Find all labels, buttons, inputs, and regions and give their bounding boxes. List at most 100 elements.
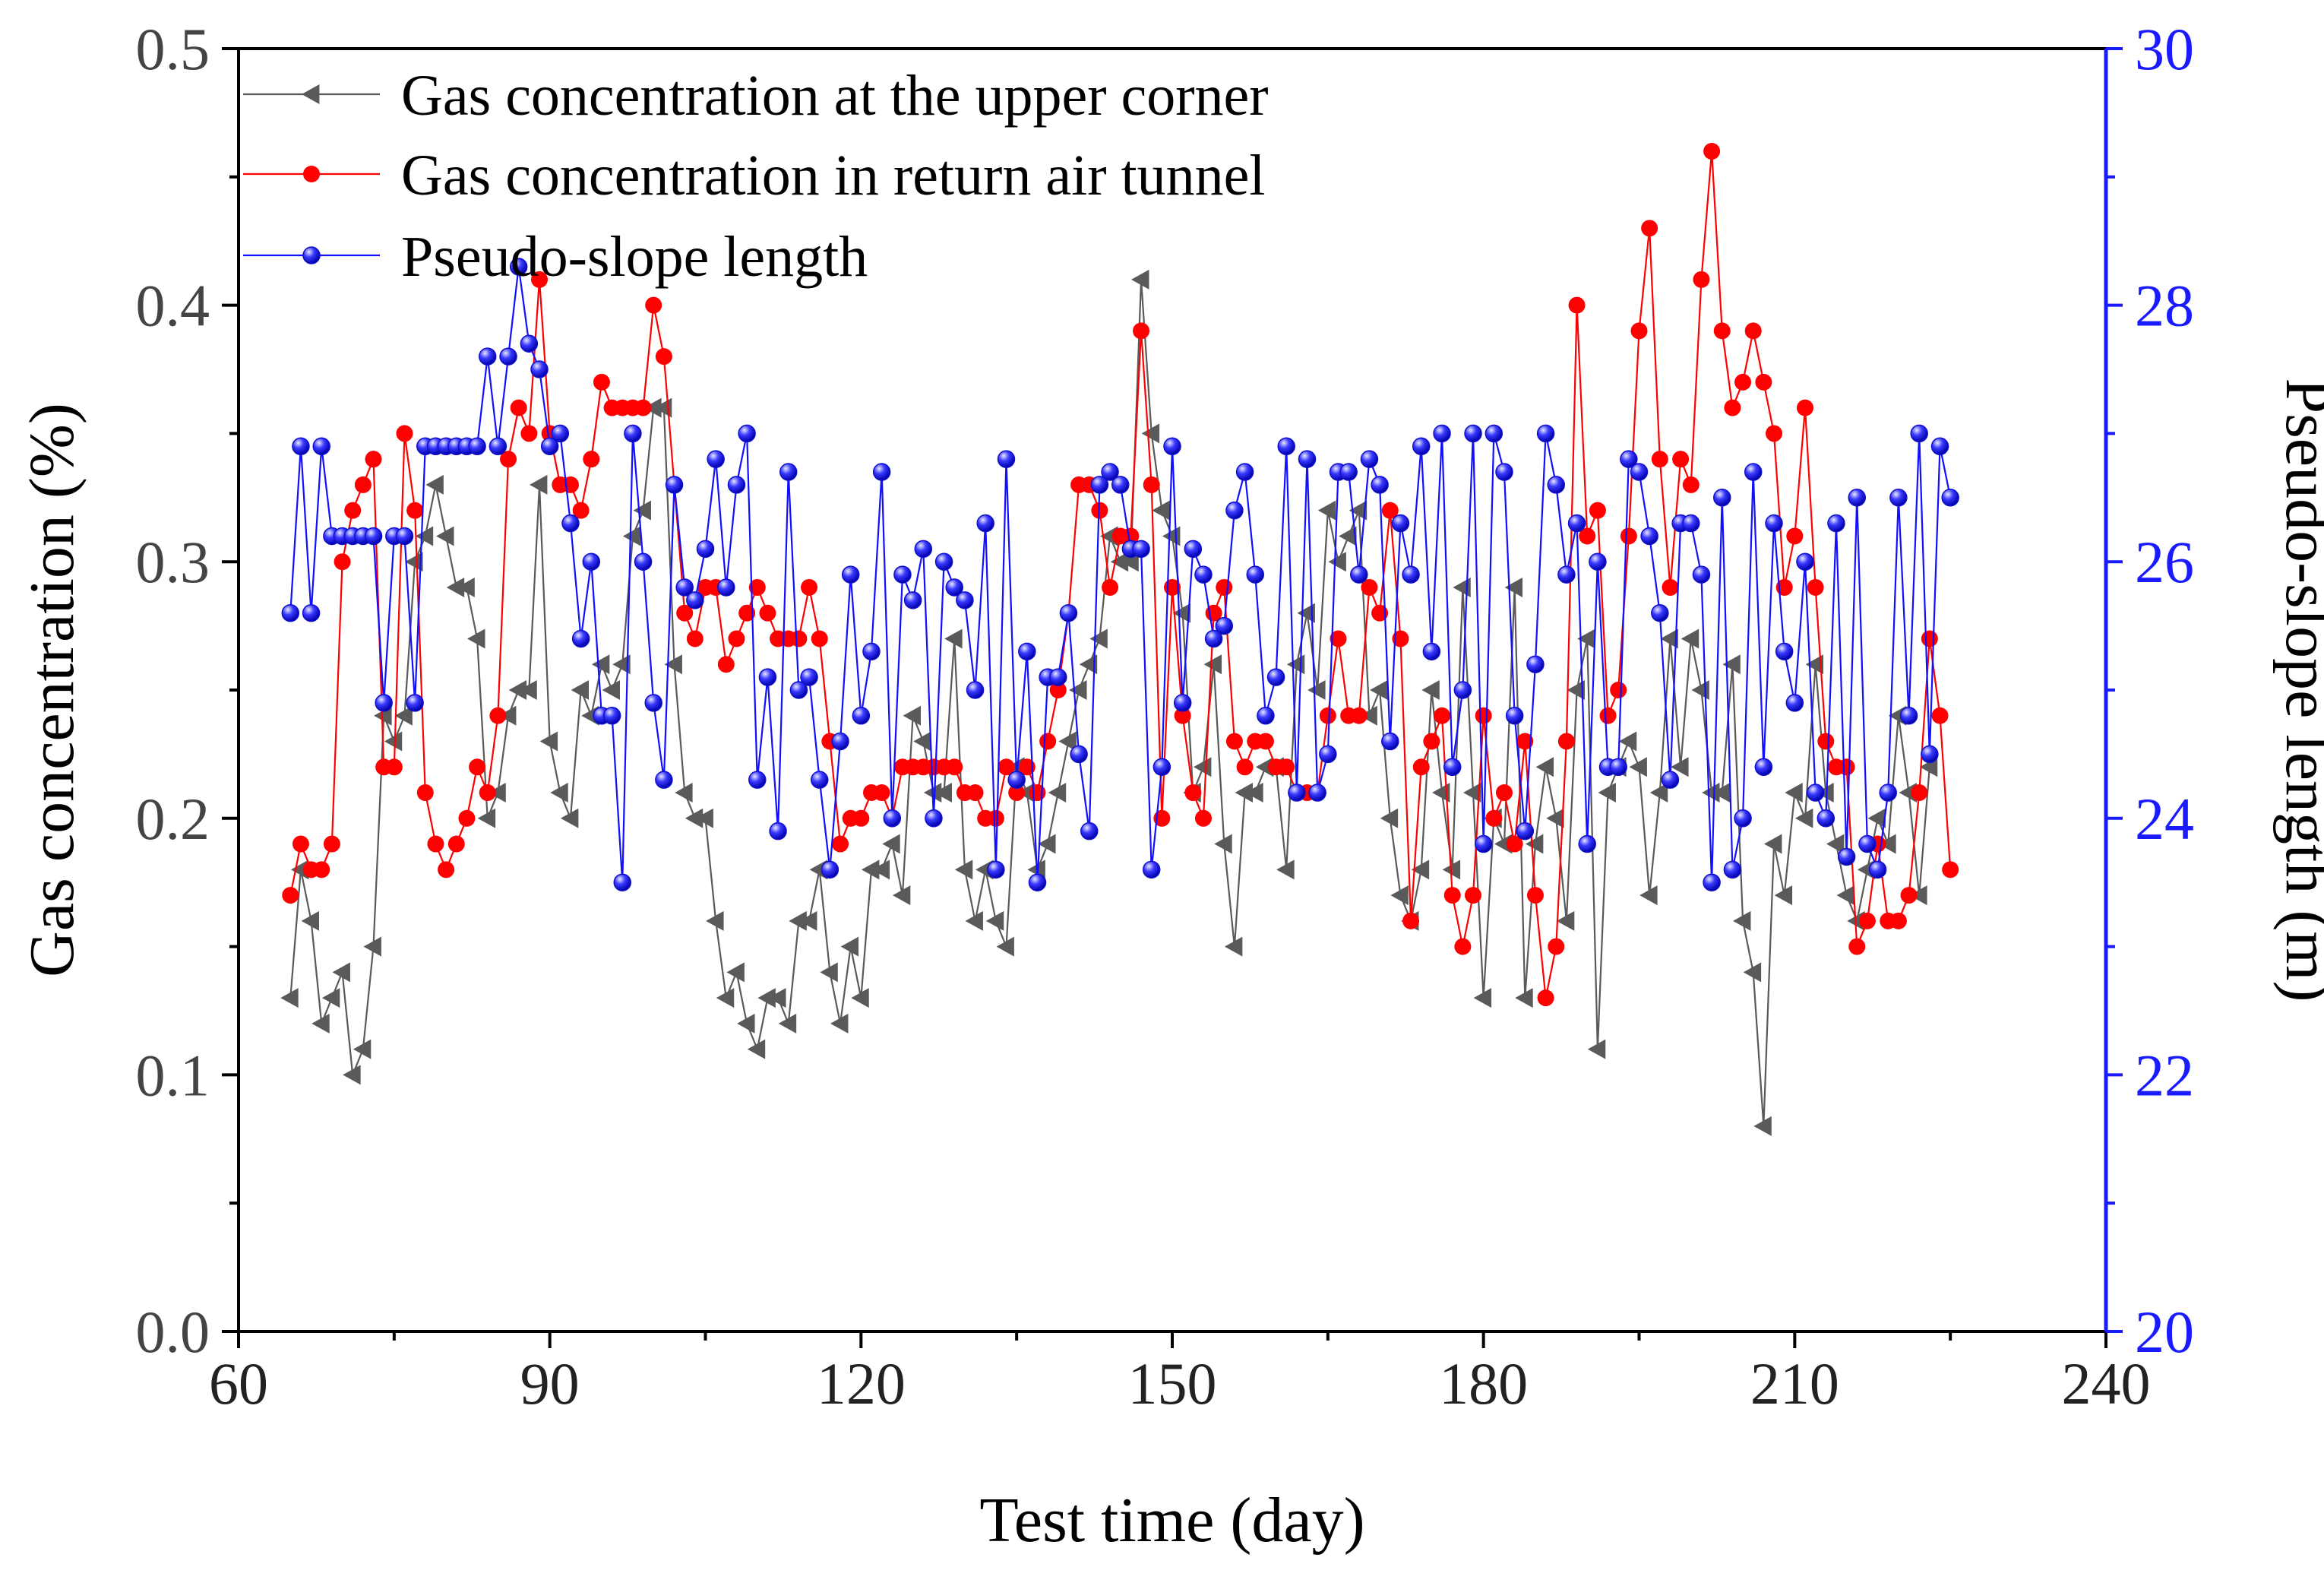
- data-point: [1930, 437, 1949, 456]
- data-point: [1298, 450, 1317, 468]
- data-point: [871, 859, 890, 880]
- data-point: [1359, 705, 1377, 726]
- data-point: [1525, 834, 1544, 854]
- data-point: [1122, 527, 1140, 545]
- data-point: [913, 731, 931, 752]
- data-point: [655, 771, 673, 789]
- data-point: [1579, 527, 1596, 545]
- data-point: [1371, 476, 1389, 494]
- data-point: [1536, 424, 1555, 443]
- data-point: [789, 910, 807, 931]
- data-point: [1703, 873, 1721, 891]
- data-point: [1620, 450, 1638, 468]
- data-point: [1143, 476, 1160, 493]
- data-point: [365, 451, 382, 468]
- x-tick-label: 90: [520, 1350, 580, 1417]
- data-point: [696, 540, 715, 559]
- data-point: [416, 784, 434, 802]
- data-point: [321, 988, 340, 1008]
- data-point: [1671, 757, 1689, 777]
- data-point: [1039, 733, 1057, 750]
- data-point: [1753, 1116, 1772, 1136]
- series-0: [280, 269, 1938, 1136]
- data-point: [1921, 745, 1939, 764]
- data-point: [1681, 628, 1700, 649]
- data-point: [1308, 784, 1326, 802]
- data-point: [1765, 514, 1783, 533]
- data-point: [840, 936, 859, 957]
- data-point: [1412, 437, 1431, 456]
- data-point: [1370, 680, 1388, 700]
- data-point: [467, 628, 485, 649]
- data-point: [1402, 565, 1420, 584]
- data-point: [954, 859, 973, 880]
- data-point: [737, 1013, 755, 1034]
- data-point: [841, 565, 860, 584]
- data-point: [956, 591, 974, 609]
- data-point: [539, 731, 558, 752]
- data-point: [354, 476, 372, 493]
- data-point: [934, 552, 953, 571]
- data-point: [1826, 834, 1845, 854]
- data-point: [1411, 859, 1430, 880]
- data-point: [1278, 758, 1295, 776]
- data-point: [1630, 463, 1649, 481]
- data-point: [779, 463, 798, 481]
- y2-tick-label: 24: [2135, 786, 2194, 852]
- y2-tick-label: 26: [2135, 529, 2194, 595]
- data-point: [571, 629, 590, 648]
- legend-entry: Pseudo-slope length: [243, 225, 868, 289]
- y-tick-label: 0.3: [136, 529, 210, 595]
- data-point: [1526, 655, 1545, 673]
- data-point: [1794, 808, 1813, 828]
- data-point: [1350, 707, 1368, 724]
- data-point: [862, 642, 881, 661]
- data-point: [1899, 707, 1918, 725]
- data-point: [717, 656, 735, 673]
- data-point: [965, 910, 983, 931]
- data-point: [1184, 540, 1203, 559]
- data-point: [1858, 834, 1877, 853]
- data-point: [1102, 578, 1119, 596]
- data-point: [530, 360, 549, 378]
- data-point: [1589, 502, 1606, 519]
- data-point: [313, 861, 330, 878]
- legend-label: Pseudo-slope length: [401, 225, 868, 289]
- data-point: [1193, 757, 1212, 777]
- data-point: [1577, 628, 1595, 649]
- data-point: [396, 425, 413, 442]
- data-point: [519, 680, 537, 700]
- data-point: [561, 514, 580, 533]
- data-point: [738, 604, 756, 622]
- data-point: [790, 630, 808, 647]
- data-point: [385, 758, 403, 776]
- data-point: [934, 783, 952, 803]
- data-point: [851, 988, 869, 1008]
- legend-label: Gas concentration in return air tunnel: [401, 144, 1265, 207]
- data-point: [1421, 680, 1440, 700]
- data-point: [1360, 450, 1379, 468]
- data-point: [446, 577, 465, 597]
- data-point: [1649, 783, 1668, 803]
- data-point: [799, 910, 817, 931]
- data-point: [1693, 271, 1710, 288]
- data-point: [1069, 680, 1087, 700]
- data-point: [873, 784, 890, 802]
- data-point: [1910, 424, 1928, 443]
- data-point: [591, 654, 610, 675]
- data-point: [1203, 654, 1222, 675]
- data-point: [457, 577, 475, 597]
- data-point: [477, 808, 496, 828]
- data-point: [1640, 527, 1658, 546]
- data-point: [1018, 642, 1036, 661]
- data-point: [1879, 784, 1897, 802]
- data-point: [1567, 680, 1585, 700]
- data-point: [1921, 630, 1938, 647]
- data-point: [292, 835, 309, 853]
- data-point: [302, 603, 321, 622]
- data-point: [1785, 783, 1803, 803]
- data-point: [748, 771, 767, 789]
- data-point: [1214, 834, 1232, 854]
- data-point: [966, 681, 985, 699]
- data-point: [1504, 577, 1523, 597]
